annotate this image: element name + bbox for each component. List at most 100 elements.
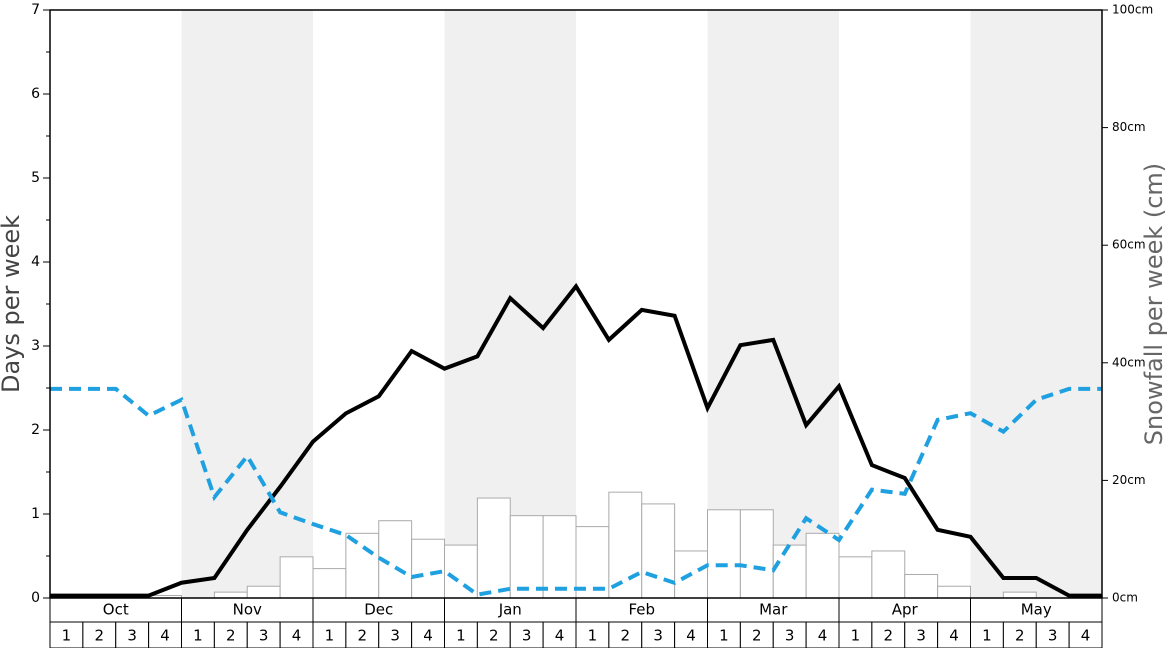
- week-label: 2: [226, 627, 236, 645]
- week-label: 2: [489, 627, 499, 645]
- month-label: Jan: [498, 601, 522, 619]
- week-label: 2: [1015, 627, 1025, 645]
- dashed-line: [50, 386, 1102, 597]
- week-label: 3: [1048, 627, 1058, 645]
- week-cell: [312, 621, 347, 648]
- month-cell: [838, 597, 971, 623]
- week-cell: [1068, 621, 1103, 648]
- bar: [279, 556, 314, 599]
- y2-tick-label: 0cm: [1112, 591, 1138, 605]
- bar: [1002, 591, 1037, 599]
- week-cell: [575, 621, 610, 648]
- week-cell: [345, 621, 380, 648]
- week-label: 3: [127, 627, 137, 645]
- week-label: 1: [719, 627, 729, 645]
- y-tick-label: 1: [31, 506, 40, 522]
- week-label: 4: [423, 627, 433, 645]
- week-cell: [641, 621, 676, 648]
- month-label: May: [1021, 601, 1052, 619]
- bar: [772, 544, 807, 599]
- week-cell: [707, 621, 741, 648]
- month-shade: [970, 10, 1102, 598]
- week-label: 1: [325, 627, 335, 645]
- bar: [575, 526, 610, 599]
- week-label: 2: [884, 627, 894, 645]
- week-label: 4: [1081, 627, 1091, 645]
- y2-tick-label: 100cm: [1112, 3, 1153, 17]
- y2-tick-label: 80cm: [1112, 120, 1146, 134]
- month-label: Feb: [628, 601, 655, 619]
- y2-axis-label: Snowfall per week (cm): [1140, 163, 1168, 445]
- month-label: Apr: [892, 601, 919, 619]
- week-cell: [772, 621, 807, 648]
- week-label: 4: [160, 627, 170, 645]
- week-cell: [1002, 621, 1037, 648]
- week-label: 3: [653, 627, 663, 645]
- bar: [739, 509, 774, 599]
- y-axis-label: Days per week: [0, 215, 25, 393]
- y2-tick-label: 40cm: [1112, 355, 1146, 369]
- bar: [312, 568, 347, 599]
- bar: [674, 550, 708, 599]
- bar: [707, 509, 741, 599]
- y2-tick-label: 60cm: [1112, 238, 1146, 252]
- week-label: 3: [916, 627, 926, 645]
- week-cell: [739, 621, 774, 648]
- week-cell: [246, 621, 281, 648]
- week-cell: [871, 621, 906, 648]
- week-label: 4: [949, 627, 959, 645]
- week-label: 4: [686, 627, 696, 645]
- week-label: 3: [522, 627, 532, 645]
- bar: [838, 556, 873, 599]
- y2-tick-label: 20cm: [1112, 473, 1146, 487]
- week-cell: [904, 621, 939, 648]
- bar: [904, 573, 939, 599]
- bar: [608, 491, 643, 599]
- week-label: 1: [982, 627, 992, 645]
- month-shade: [707, 10, 839, 598]
- week-label: 3: [259, 627, 269, 645]
- week-label: 1: [456, 627, 466, 645]
- week-cell: [674, 621, 708, 648]
- bar: [871, 550, 906, 599]
- week-label: 4: [818, 627, 828, 645]
- week-label: 1: [588, 627, 598, 645]
- month-cell: [49, 597, 182, 623]
- y-tick-label: 0: [31, 590, 40, 606]
- y-tick-label: 4: [31, 254, 40, 270]
- week-cell: [608, 621, 643, 648]
- month-label: Oct: [103, 601, 129, 619]
- week-cell: [181, 621, 215, 648]
- week-cell: [82, 621, 117, 648]
- week-label: 3: [785, 627, 795, 645]
- week-cell: [542, 621, 577, 648]
- bar: [213, 591, 248, 599]
- week-label: 2: [752, 627, 762, 645]
- week-cell: [279, 621, 314, 648]
- week-cell: [509, 621, 544, 648]
- bar: [805, 532, 840, 599]
- month-label: Nov: [233, 601, 262, 619]
- bar: [641, 503, 676, 599]
- bar: [476, 497, 511, 599]
- bar: [411, 538, 445, 599]
- week-label: 2: [621, 627, 631, 645]
- y-tick-label: 2: [31, 422, 40, 438]
- month-label: Dec: [364, 601, 393, 619]
- week-cell: [411, 621, 445, 648]
- week-label: 1: [851, 627, 861, 645]
- bar: [246, 585, 281, 599]
- plot-frame: [49, 9, 1103, 599]
- y-tick-label: 7: [31, 2, 40, 18]
- bar: [345, 532, 380, 599]
- bar: [509, 515, 544, 599]
- week-label: 1: [62, 627, 72, 645]
- month-shade: [181, 10, 313, 598]
- week-cell: [378, 621, 413, 648]
- week-cell: [1035, 621, 1070, 648]
- week-label: 4: [292, 627, 302, 645]
- week-label: 3: [390, 627, 400, 645]
- line: [50, 282, 1102, 598]
- week-cell: [49, 621, 84, 648]
